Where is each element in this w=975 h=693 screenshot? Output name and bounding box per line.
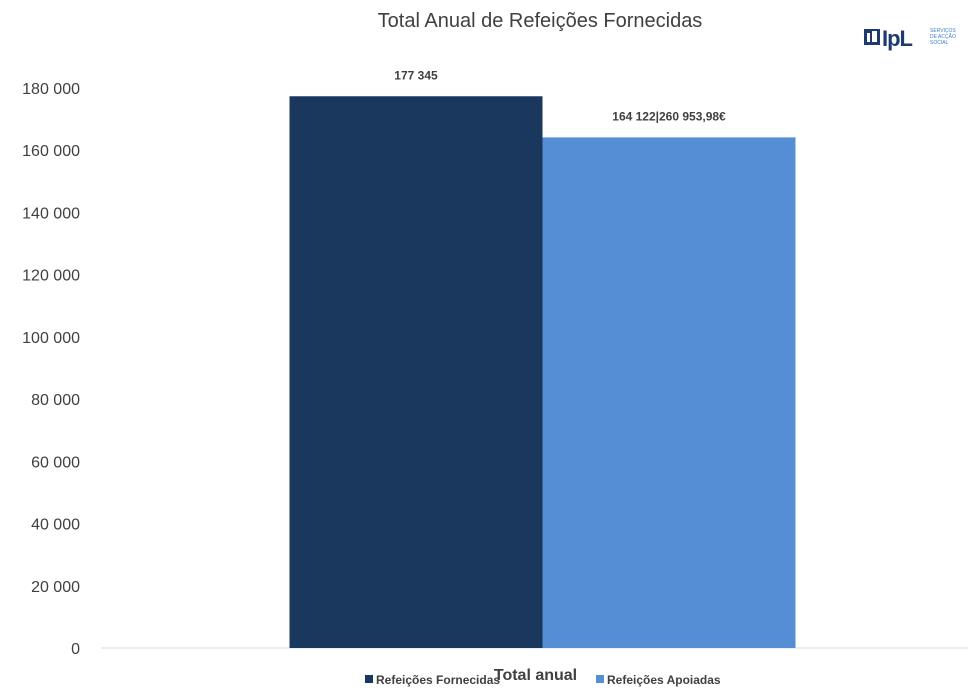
bar	[542, 137, 796, 648]
ipl-logo: IpL SERVIÇOS DE ACÇÃO SOCIAL	[864, 26, 964, 54]
logo-text: IpL	[882, 26, 913, 51]
y-tick-label: 160 000	[22, 143, 80, 160]
bar	[289, 96, 543, 648]
y-tick-label: 180 000	[22, 81, 80, 98]
y-tick-label: 20 000	[31, 579, 80, 596]
y-tick-label: 60 000	[31, 454, 80, 471]
legend-label: Refeições Fornecidas	[376, 673, 500, 687]
legend-label: Refeições Apoiadas	[607, 673, 721, 687]
legend-swatch	[365, 675, 373, 683]
data-label: 164 122|260 953,98€	[612, 109, 726, 123]
chart-title: Total Anual de Refeições Fornecidas	[377, 10, 703, 32]
logo-subtitle: SERVIÇOS DE ACÇÃO SOCIAL	[930, 28, 956, 46]
y-tick-label: 140 000	[22, 205, 80, 222]
y-tick-label: 100 000	[22, 330, 80, 347]
y-tick-label: 40 000	[31, 517, 80, 534]
logo-mark-icon	[864, 29, 880, 45]
y-tick-label: 120 000	[22, 268, 80, 285]
legend-swatch	[596, 675, 604, 683]
y-tick-label: 80 000	[31, 392, 80, 409]
data-label: 177 345	[394, 68, 438, 82]
y-tick-label: 0	[71, 641, 80, 658]
x-category-label: Total anual	[494, 667, 577, 684]
